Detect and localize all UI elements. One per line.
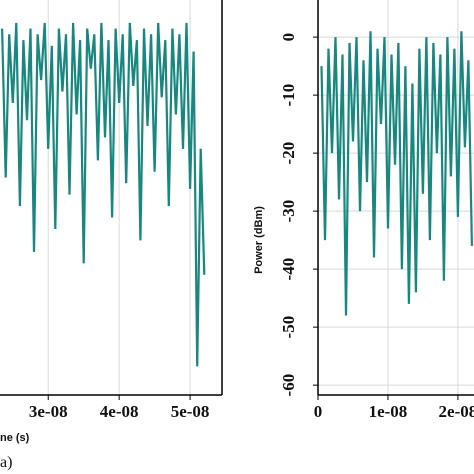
y-tick-label: -10: [279, 84, 298, 107]
caption: a): [0, 454, 12, 471]
panel: 3e-08 4e-08 5e-08 ne (s) a): [0, 0, 223, 471]
y-tick-label: 0: [279, 33, 298, 42]
y-tick-label: -40: [279, 258, 298, 281]
signal-line: [1, 22, 206, 367]
x-tick-label: 3e-08: [29, 402, 68, 421]
x-axis-label: ne (s): [0, 432, 30, 444]
signal-line: [320, 31, 473, 316]
x-tick-label: 1e-08: [369, 402, 408, 421]
y-tick-label: -30: [279, 200, 298, 223]
y-tick-label: -50: [279, 316, 298, 339]
y-tick-label: -60: [279, 374, 298, 397]
y-axis-label: Power (dBm): [253, 206, 265, 274]
x-tick-label: 0: [314, 402, 323, 421]
panel: 0 1e-08 2e-08 0 -10 -20 -30 -40 -50 -60 Power (dBm…: [253, 0, 474, 421]
x-tick-label: 2e-08: [439, 402, 474, 421]
x-tick-label: 4e-08: [100, 402, 139, 421]
x-tick-label: 5e-08: [171, 402, 210, 421]
y-tick-label: -20: [279, 142, 298, 165]
